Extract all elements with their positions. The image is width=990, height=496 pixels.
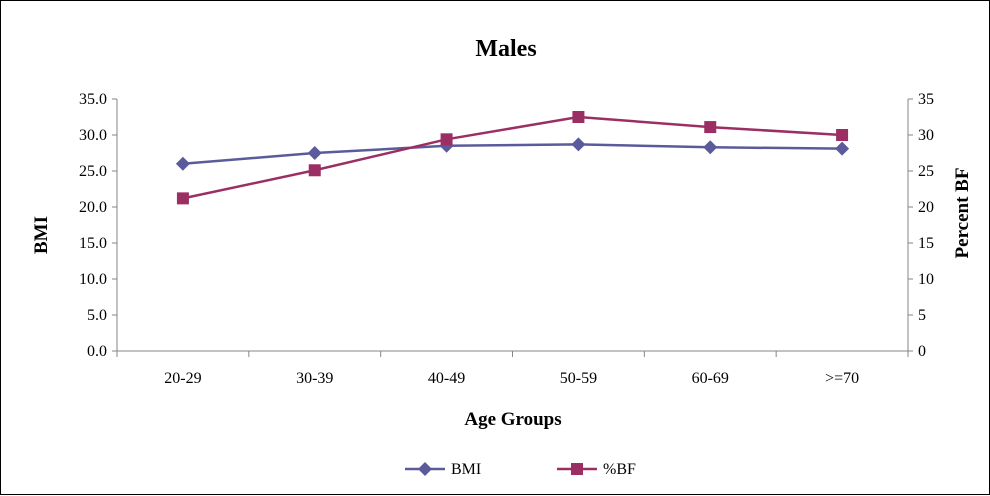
y2-tick-label: 0 (918, 343, 926, 360)
y2-tick-label: 25 (918, 163, 934, 180)
legend: BMI %BF (405, 461, 636, 478)
data-point-bmi (703, 140, 718, 155)
y2-tick-label: 15 (918, 235, 934, 252)
y-tick-label: 35.0 (79, 91, 107, 108)
data-point-bmi (175, 156, 190, 171)
y2-tick-label: 35 (918, 91, 934, 108)
data-point-bmi (307, 146, 322, 160)
x-tick-label: 50-59 (560, 370, 597, 387)
y2-axis-title: Percent BF (952, 168, 973, 259)
data-point-bf (572, 111, 585, 123)
data-point-bmi (571, 137, 586, 152)
series-line-bf (182, 115, 843, 200)
legend-label-bmi: BMI (451, 461, 481, 478)
y-tick-label: 15.0 (79, 235, 107, 252)
y2-tick-label: 30 (918, 127, 934, 144)
y-tick-label: 30.0 (79, 127, 107, 144)
x-axis-title: Age Groups (464, 409, 561, 430)
data-point-bf (836, 129, 849, 141)
data-point-bf (308, 164, 321, 177)
y2-tick-label: 20 (918, 199, 934, 216)
data-point-bmi (835, 141, 850, 156)
x-tick-label: 60-69 (692, 370, 729, 387)
y-tick-label: 5.0 (87, 307, 107, 324)
x-tick-label: >=70 (825, 370, 859, 387)
data-point-bf (704, 121, 717, 134)
y2-tick-label: 10 (918, 271, 934, 288)
legend-marker-bf (571, 463, 583, 475)
x-tick-label: 30-39 (296, 370, 333, 387)
data-point-bf (440, 133, 453, 146)
y-tick-label: 20.0 (79, 199, 107, 216)
legend-marker-bmi (418, 462, 432, 476)
data-point-bf (176, 192, 189, 205)
y-tick-label: 10.0 (79, 271, 107, 288)
legend-label-bf: %BF (603, 461, 636, 478)
chart-title: Males (475, 36, 536, 62)
y-axis-title: BMI (31, 216, 52, 254)
y2-tick-label: 5 (918, 307, 926, 324)
y-tick-label: 25.0 (79, 163, 107, 180)
y-tick-label: 0.0 (87, 343, 107, 360)
series-line-bmi (182, 143, 843, 166)
plot-area: 0.0 5.0 10.0 15.0 20.0 25.0 30.0 35.0 0 5 10 15 20 25… (79, 91, 934, 387)
x-tick-label: 20-29 (164, 370, 201, 387)
x-tick-label: 40-49 (428, 370, 465, 387)
